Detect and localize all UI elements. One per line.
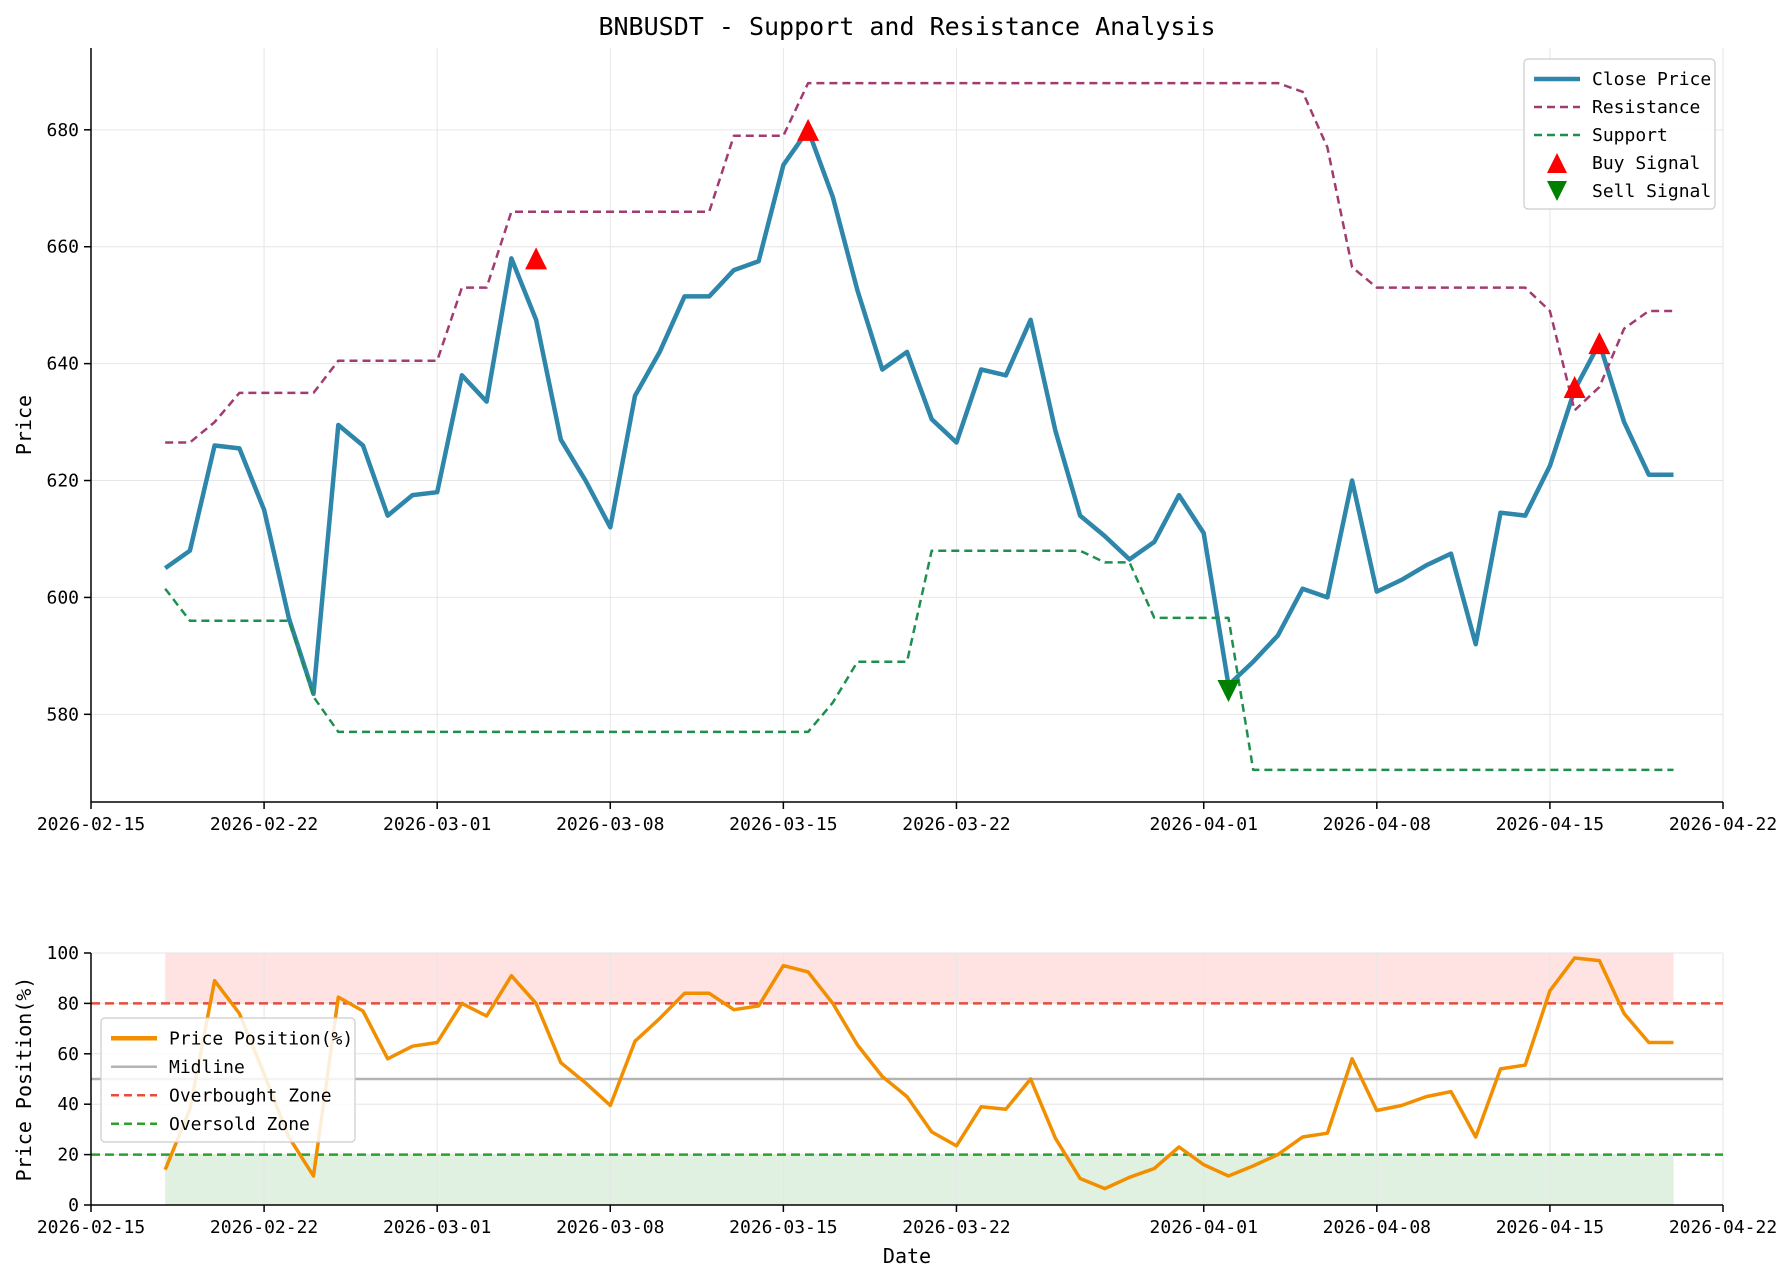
x-tick-label: 2026-03-08 (556, 814, 664, 835)
series-line (164, 549, 1674, 772)
legend-swatch (1547, 181, 1567, 201)
x-tick-label: 2026-04-22 (1669, 814, 1777, 835)
x-tick-label: 2026-03-15 (729, 814, 837, 835)
x-tick-label: 2026-04-15 (1496, 1217, 1604, 1238)
x-tick-label: 2026-04-22 (1669, 1217, 1777, 1238)
legend-box (1523, 58, 1716, 210)
y-tick-label: 620 (46, 471, 79, 492)
y-tick-label: 680 (46, 120, 79, 141)
x-tick-label: 2026-02-15 (37, 1217, 145, 1238)
x-tick-label: 2026-04-15 (1496, 814, 1604, 835)
series-line (163, 127, 1674, 697)
y-tick-label: 60 (57, 1044, 79, 1065)
x-tick-label: 2026-03-01 (383, 1217, 491, 1238)
legend-box (100, 1017, 356, 1143)
legend-label: Resistance (1592, 97, 1700, 118)
x-tick-label: 2026-03-01 (383, 814, 491, 835)
legend-label: Midline (169, 1057, 245, 1078)
buy-signal-marker (1588, 332, 1611, 355)
x-tick-label: 2026-02-22 (210, 814, 318, 835)
x-tick-label: 2026-04-08 (1323, 1217, 1431, 1238)
x-tick-label: 2026-03-22 (902, 814, 1010, 835)
x-tick-label: 2026-04-08 (1323, 814, 1431, 835)
x-axis-label: Date (883, 1244, 931, 1268)
y-tick-label: 660 (46, 237, 79, 258)
buy-signal-marker (1563, 376, 1586, 399)
series-line (165, 81, 1674, 444)
x-tick-label: 2026-02-22 (210, 1217, 318, 1238)
y-tick-label: 100 (46, 943, 79, 964)
shaded-band (165, 953, 1674, 1004)
legend-label: Oversold Zone (169, 1114, 310, 1135)
buy-signal-marker (797, 118, 820, 141)
x-tick-label: 2026-03-08 (556, 1217, 664, 1238)
shaded-band (165, 1154, 1674, 1205)
y-tick-label: 0 (68, 1195, 79, 1216)
chart-title: BNBUSDT - Support and Resistance Analysi… (598, 12, 1215, 41)
y-axis-label: Price Position(%) (12, 977, 36, 1182)
series-line (163, 956, 1674, 1191)
legend-label: Sell Signal (1592, 181, 1711, 202)
x-tick-label: 2026-03-15 (729, 1217, 837, 1238)
y-tick-label: 20 (57, 1145, 79, 1166)
sell-signal-marker (1217, 679, 1240, 702)
x-tick-label: 2026-03-22 (902, 1217, 1010, 1238)
y-tick-label: 80 (57, 993, 79, 1014)
legend-label: Close Price (1592, 69, 1711, 90)
y-axis-label: Price (12, 395, 36, 455)
legend-label: Buy Signal (1592, 153, 1700, 174)
legend-swatch (1547, 153, 1567, 173)
x-tick-label: 2026-04-01 (1150, 1217, 1258, 1238)
x-tick-label: 2026-04-01 (1150, 814, 1258, 835)
x-tick-label: 2026-02-15 (37, 814, 145, 835)
legend-label: Support (1592, 125, 1668, 146)
y-tick-label: 640 (46, 354, 79, 375)
y-tick-label: 580 (46, 704, 79, 725)
y-tick-label: 600 (46, 587, 79, 608)
buy-signal-marker (525, 247, 548, 270)
legend-label: Price Position(%) (169, 1028, 353, 1049)
y-tick-label: 40 (57, 1094, 79, 1115)
legend-label: Overbought Zone (169, 1085, 332, 1106)
